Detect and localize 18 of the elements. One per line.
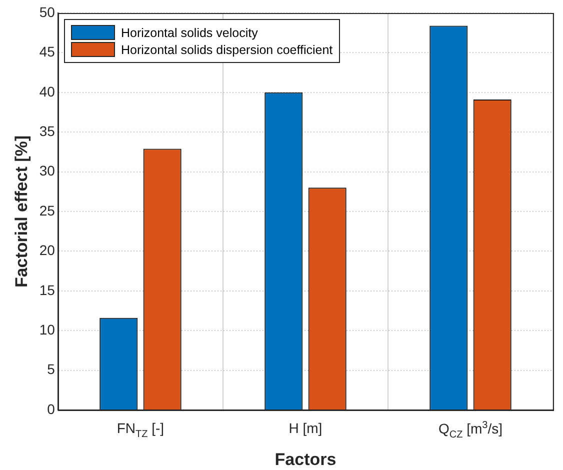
y-tick-label: 20 (39, 242, 56, 258)
x-tick-label: FN$_{TZ}$ [-] (116, 420, 164, 440)
y-tick-label: 25 (39, 202, 56, 218)
y-tick-label: 10 (39, 321, 56, 338)
y-tick-label: 15 (39, 282, 56, 298)
x-tick-label: H [m] (288, 420, 322, 436)
y-tick-label: 5 (47, 361, 56, 378)
legend-label: Horizontal solids dispersion coefficient (120, 42, 333, 56)
y-tick-label: 40 (39, 83, 56, 100)
x-tick-label: Q$_{CZ}$ [m$^{3}$/s] (438, 420, 502, 440)
y-tick-label: 0 (47, 400, 56, 417)
y-tick-label: 35 (39, 122, 56, 139)
y-tick-label: 45 (39, 44, 56, 60)
y-axis-title: Factorial effect [%] (12, 135, 31, 288)
y-tick-label: 50 (39, 4, 56, 20)
y-tick-label: 30 (39, 162, 56, 179)
x-axis-title: Factors (274, 450, 336, 470)
legend-label: Horizontal solids velocity (120, 26, 258, 40)
